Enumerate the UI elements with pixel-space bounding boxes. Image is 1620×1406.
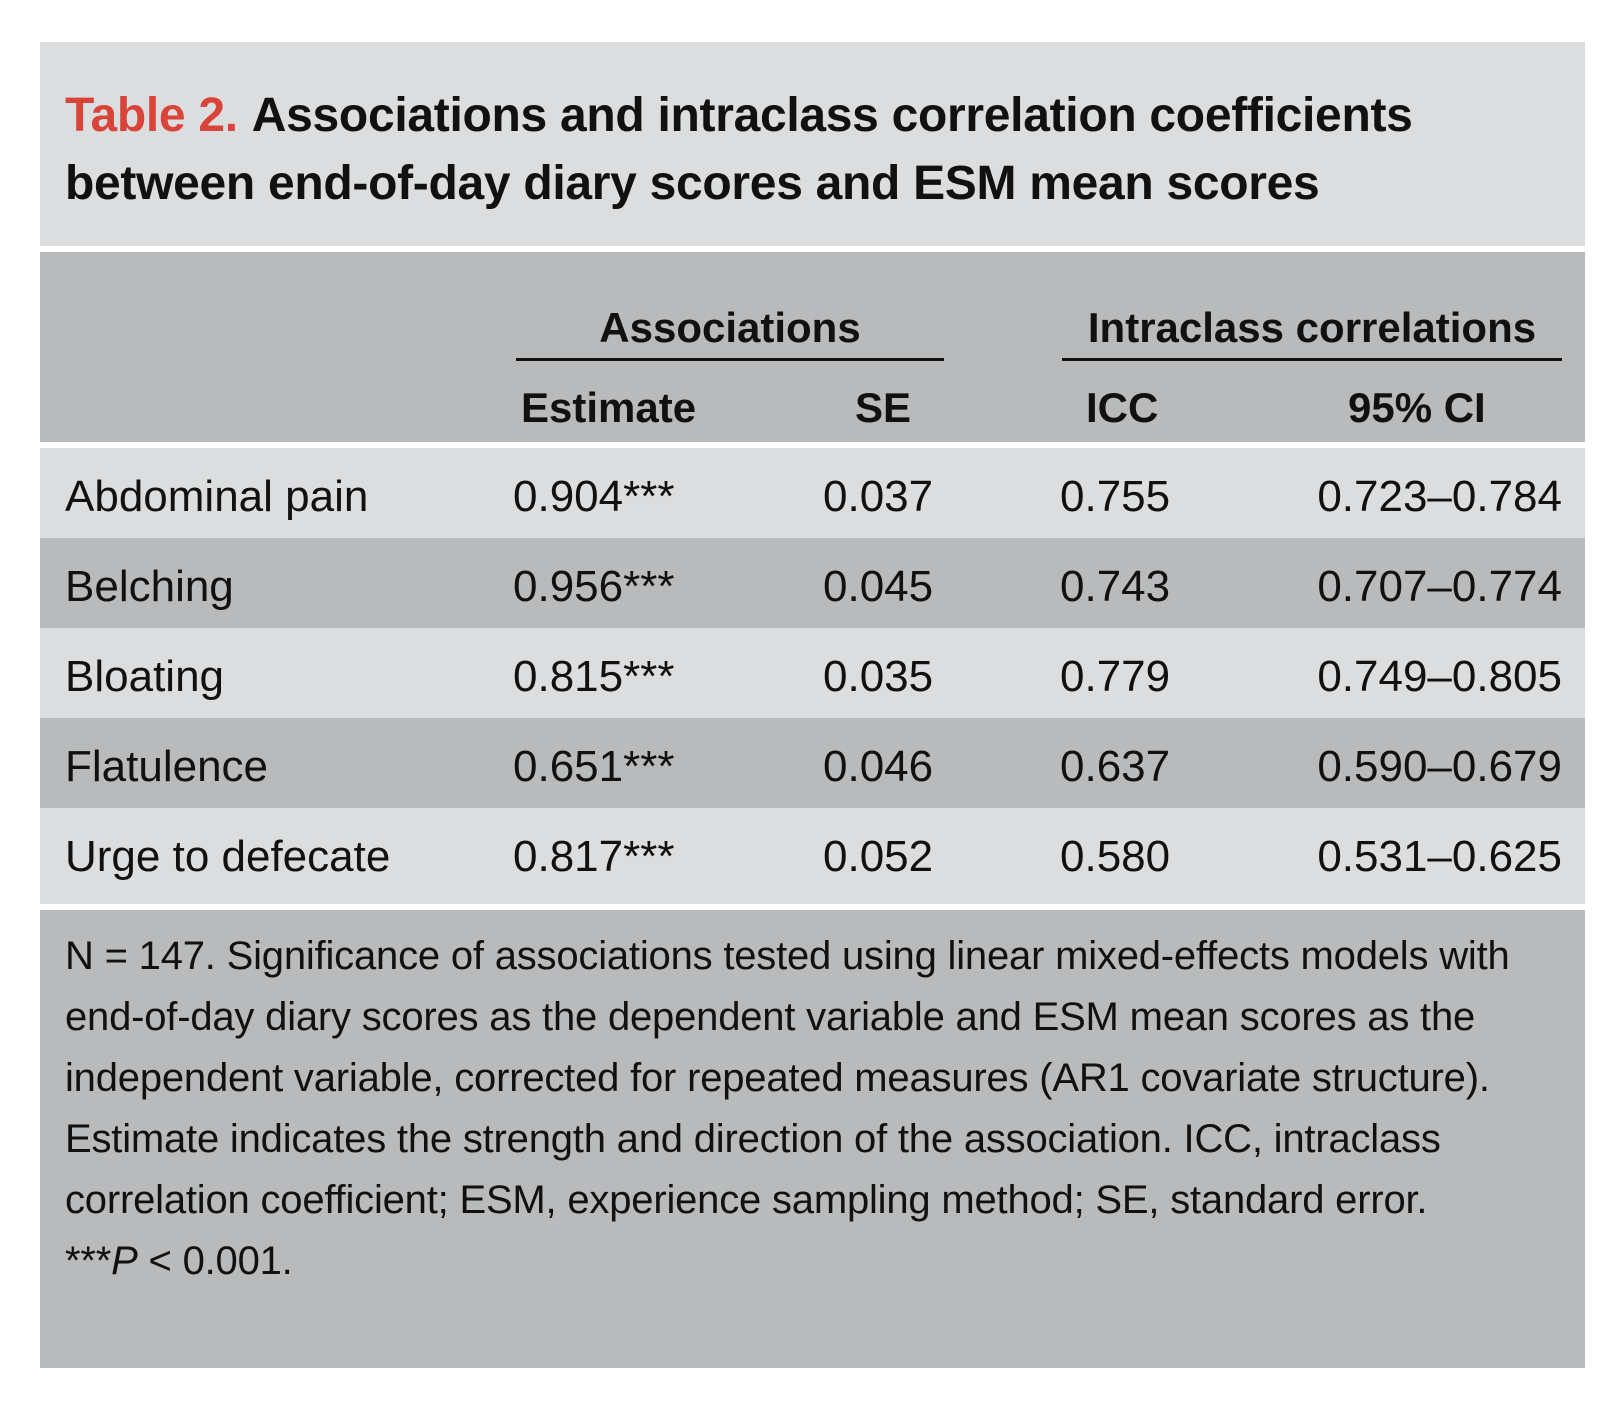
table-row: Belching 0.956*** 0.045 0.743 0.707–0.77…	[40, 538, 1585, 628]
row-name: Abdominal pain	[65, 472, 369, 521]
row-se: 0.046	[823, 742, 934, 791]
row-se: 0.037	[823, 472, 934, 521]
row-ci: 0.707–0.774	[1317, 562, 1562, 611]
table-row: Bloating 0.815*** 0.035 0.779 0.749–0.80…	[40, 628, 1585, 718]
row-icc: 0.779	[1060, 652, 1171, 701]
significance-stars: ***	[65, 1239, 112, 1283]
row-se: 0.052	[823, 832, 934, 881]
table-footnotes: N = 147. Significance of associations te…	[40, 910, 1585, 1368]
significance-p: P	[111, 1239, 138, 1283]
row-name: Urge to defecate	[65, 832, 391, 881]
footnote-main: N = 147. Significance of associations te…	[65, 934, 1510, 1222]
row-icc: 0.580	[1060, 832, 1171, 881]
table-title: Table 2. Associations and intraclass corr…	[65, 82, 1565, 218]
table-body: Abdominal pain 0.904*** 0.037 0.755 0.72…	[40, 448, 1585, 904]
se-column-header: SE	[855, 384, 912, 431]
significance-threshold: < 0.001.	[137, 1239, 293, 1283]
row-name: Flatulence	[65, 742, 269, 791]
associations-group-header: Associations	[516, 298, 944, 361]
footnote-significance: ***P < 0.001.	[65, 1231, 1565, 1292]
estimate-column-header: Estimate	[521, 384, 697, 431]
row-icc: 0.743	[1060, 562, 1171, 611]
table-header: Associations Intraclass correlations Est…	[40, 252, 1585, 442]
table-caption: Associations and intraclass correlation …	[65, 89, 1413, 210]
row-name: Bloating	[65, 652, 225, 701]
table-title-panel: Table 2. Associations and intraclass corr…	[40, 42, 1585, 246]
row-ci: 0.749–0.805	[1317, 652, 1562, 701]
row-estimate: 0.817***	[513, 832, 675, 881]
row-ci: 0.723–0.784	[1317, 472, 1562, 521]
row-icc: 0.637	[1060, 742, 1171, 791]
ci-column-header: 95% CI	[1348, 384, 1486, 431]
table-label: Table 2.	[65, 89, 238, 142]
icc-column-header: ICC	[1086, 384, 1159, 431]
footnote-text: N = 147. Significance of associations te…	[65, 926, 1565, 1292]
row-estimate: 0.651***	[513, 742, 675, 791]
row-estimate: 0.815***	[513, 652, 675, 701]
table-row: Urge to defecate 0.817*** 0.052 0.580 0.…	[40, 808, 1585, 904]
row-estimate: 0.904***	[513, 472, 675, 521]
table-row: Flatulence 0.651*** 0.046 0.637 0.590–0.…	[40, 718, 1585, 808]
table-row: Abdominal pain 0.904*** 0.037 0.755 0.72…	[40, 448, 1585, 538]
intraclass-group-header: Intraclass correlations	[1062, 298, 1562, 361]
row-name: Belching	[65, 562, 234, 611]
row-se: 0.035	[823, 652, 934, 701]
row-icc: 0.755	[1060, 472, 1171, 521]
row-ci: 0.590–0.679	[1317, 742, 1562, 791]
row-estimate: 0.956***	[513, 562, 675, 611]
row-ci: 0.531–0.625	[1317, 832, 1562, 881]
row-se: 0.045	[823, 562, 934, 611]
